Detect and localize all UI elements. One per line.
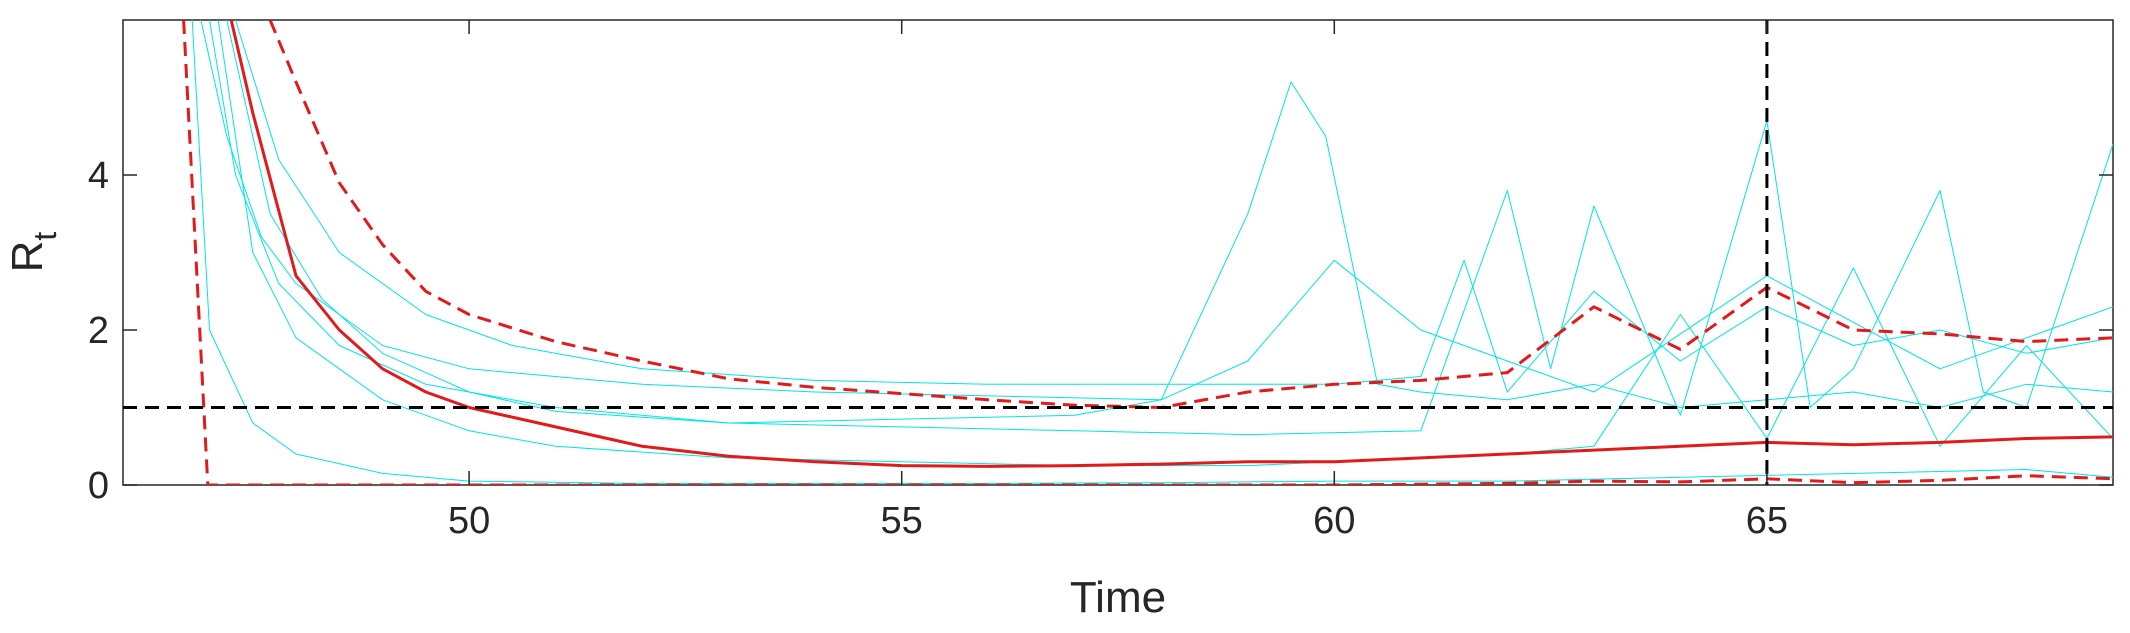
series-line [229,20,2113,468]
x-tick-label: 60 [1313,500,1355,542]
x-tick-label: 55 [881,500,923,542]
plot-area [122,19,2114,486]
series-line [235,20,2113,393]
y-tick-label: 4 [88,155,109,197]
y-tick-label: 0 [88,465,109,507]
y-tick-label: 2 [88,310,109,352]
axes-layer: 50 55 60 65 0 2 4 [88,20,2113,542]
x-axis-label: Time [1070,573,1166,622]
series-line [209,20,2113,436]
series-line [182,20,2113,485]
series-line [217,20,2113,467]
y-axis-label-main: R [3,241,52,273]
x-tick-label: 65 [1746,500,1788,542]
y-axis-label: Rt [3,232,63,273]
x-tick-label: 50 [448,500,490,542]
series-line [226,20,2113,424]
y-axis-label-sub: t [27,232,63,241]
series-line [200,20,2113,408]
